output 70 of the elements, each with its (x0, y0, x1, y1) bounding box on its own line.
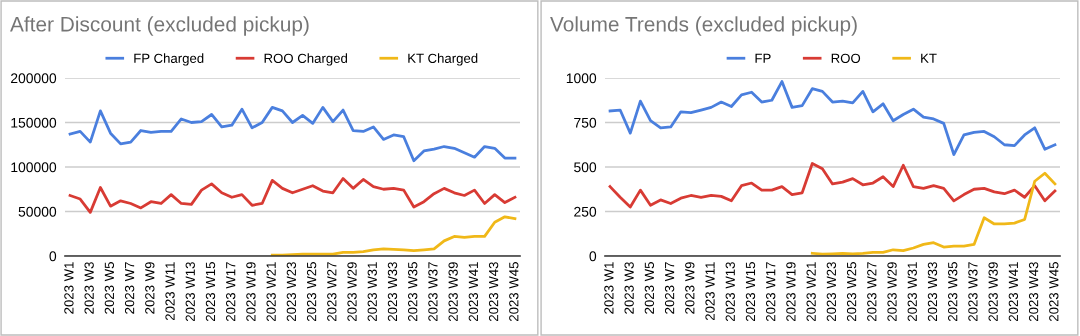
y-tick-label: 500 (574, 162, 597, 173)
legend-label: KT Charged (408, 53, 478, 66)
y-tick-label: 750 (574, 117, 597, 128)
x-tick-label: 2023 W43 (1028, 262, 1039, 322)
x-tick-label: 2023 W39 (448, 262, 458, 322)
legend-label: FP (755, 53, 771, 63)
line-series (608, 80, 1057, 156)
line-series (608, 162, 1057, 209)
x-tick-label: 2023 W45 (1049, 262, 1059, 322)
x-tick-label: 2023 W11 (705, 262, 715, 321)
x-tick-label: 2023 W9 (145, 262, 155, 314)
x-tick-label: 2023 W35 (408, 262, 418, 322)
x-tick-label: 2023 W1 (604, 262, 614, 314)
x-tick-label: 2023 W41 (468, 262, 479, 322)
x-tick-label: 2023 W29 (347, 262, 357, 322)
y-tick-label: 0 (49, 251, 57, 262)
x-tick-label: 2023 W27 (327, 262, 337, 322)
x-tick-label: 2023 W1 (64, 262, 74, 314)
chart-title: Volume Trends (excluded pickup) (550, 16, 857, 36)
legend-label: FP Charged (134, 53, 204, 66)
y-tick-label: 1000 (566, 73, 597, 84)
y-tick-label: 0 (589, 251, 597, 262)
x-tick-label: 2023 W11 (165, 262, 175, 321)
x-tick-label: 2023 W25 (846, 262, 857, 322)
x-tick-label: 2023 W3 (624, 262, 634, 314)
x-tick-label: 2023 W5 (644, 262, 655, 314)
line-series (810, 171, 1057, 256)
chart-title: After Discount (excluded pickup) (10, 16, 309, 36)
x-tick-label: 2023 W37 (968, 262, 978, 322)
line-series (270, 215, 517, 256)
x-tick-label: 2023 W15 (205, 262, 216, 322)
x-tick-label: 2023 W27 (867, 262, 877, 322)
y-tick-label: 250 (574, 206, 597, 217)
x-tick-label: 2023 W17 (766, 262, 776, 322)
x-tick-label: 2023 W37 (428, 262, 438, 322)
x-tick-label: 2023 W35 (948, 262, 958, 322)
x-tick-label: 2023 W15 (745, 262, 756, 322)
x-tick-label: 2023 W31 (907, 262, 917, 322)
x-tick-label: 2023 W21 (266, 262, 276, 322)
x-tick-label: 2023 W39 (988, 262, 998, 322)
x-tick-label: 2023 W25 (306, 262, 317, 322)
line-series (68, 177, 517, 214)
x-tick-label: 2023 W3 (84, 262, 94, 314)
x-tick-label: 2023 W5 (104, 262, 115, 314)
x-tick-label: 2023 W23 (826, 262, 837, 322)
legend-label: KT (921, 53, 937, 63)
x-tick-label: 2023 W43 (488, 262, 499, 322)
x-tick-label: 2023 W9 (685, 262, 695, 314)
legend-label: ROO (831, 53, 861, 63)
line-series (68, 105, 517, 163)
x-tick-label: 2023 W13 (725, 262, 735, 322)
x-tick-label: 2023 W13 (185, 262, 195, 322)
x-tick-label: 2023 W33 (387, 262, 398, 322)
y-tick-label: 200000 (11, 73, 57, 84)
y-tick-label: 150000 (11, 117, 57, 128)
x-tick-label: 2023 W17 (226, 262, 236, 322)
x-tick-label: 2023 W31 (367, 262, 377, 322)
legend-label: ROO Charged (264, 53, 348, 66)
x-tick-label: 2023 W19 (246, 262, 256, 322)
x-tick-label: 2023 W29 (887, 262, 897, 322)
y-tick-label: 50000 (18, 206, 57, 217)
x-tick-label: 2023 W41 (1008, 262, 1019, 322)
x-tick-label: 2023 W45 (509, 262, 519, 322)
x-tick-label: 2023 W7 (124, 262, 135, 314)
x-tick-label: 2023 W19 (786, 262, 796, 322)
x-tick-label: 2023 W21 (806, 262, 816, 322)
x-tick-label: 2023 W7 (664, 262, 675, 314)
x-tick-label: 2023 W33 (927, 262, 938, 322)
y-tick-label: 100000 (11, 162, 57, 173)
x-tick-label: 2023 W23 (286, 262, 297, 322)
